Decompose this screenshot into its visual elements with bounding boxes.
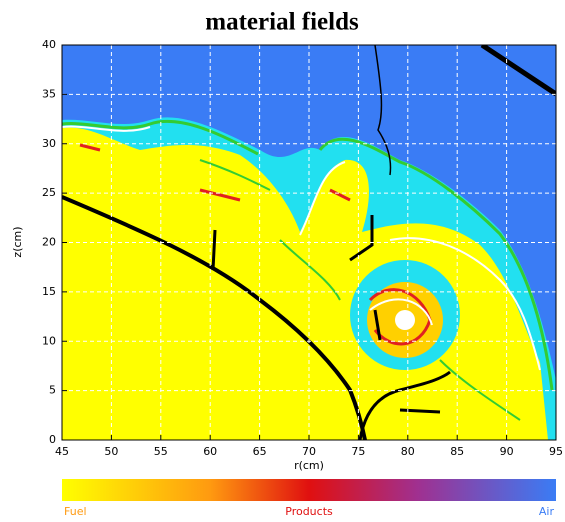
y-tick-label: 25 [42, 186, 56, 199]
colorbar-label: Air [539, 505, 555, 518]
y-tick-label: 0 [49, 433, 56, 446]
x-tick-label: 80 [401, 445, 415, 458]
y-tick-label: 20 [42, 236, 56, 249]
y-tick-label: 10 [42, 334, 56, 347]
y-tick-label: 35 [42, 87, 56, 100]
y-axis-label: z(cm) [11, 226, 24, 257]
x-tick-label: 50 [104, 445, 118, 458]
x-tick-label: 95 [549, 445, 563, 458]
y-tick-label: 40 [42, 38, 56, 51]
x-tick-label: 90 [500, 445, 514, 458]
x-tick-label: 55 [154, 445, 168, 458]
x-tick-label: 45 [55, 445, 69, 458]
x-tick-label: 60 [203, 445, 217, 458]
colorbar-label: Fuel [64, 505, 87, 518]
chart: material fields 45 50 55 60 65 70 75 80 85 90 95 0 5… [0, 0, 565, 522]
x-axis-label: r(cm) [294, 459, 324, 472]
x-tick-label: 75 [351, 445, 365, 458]
x-tick-label: 65 [253, 445, 267, 458]
colorbar-label: Products [285, 505, 333, 518]
colorbar [62, 479, 556, 501]
y-tick-label: 5 [49, 384, 56, 397]
x-tick-label: 85 [450, 445, 464, 458]
x-tick-label: 70 [302, 445, 316, 458]
y-tick-label: 30 [42, 137, 56, 150]
y-tick-label: 15 [42, 285, 56, 298]
chart-title: material fields [205, 9, 359, 36]
